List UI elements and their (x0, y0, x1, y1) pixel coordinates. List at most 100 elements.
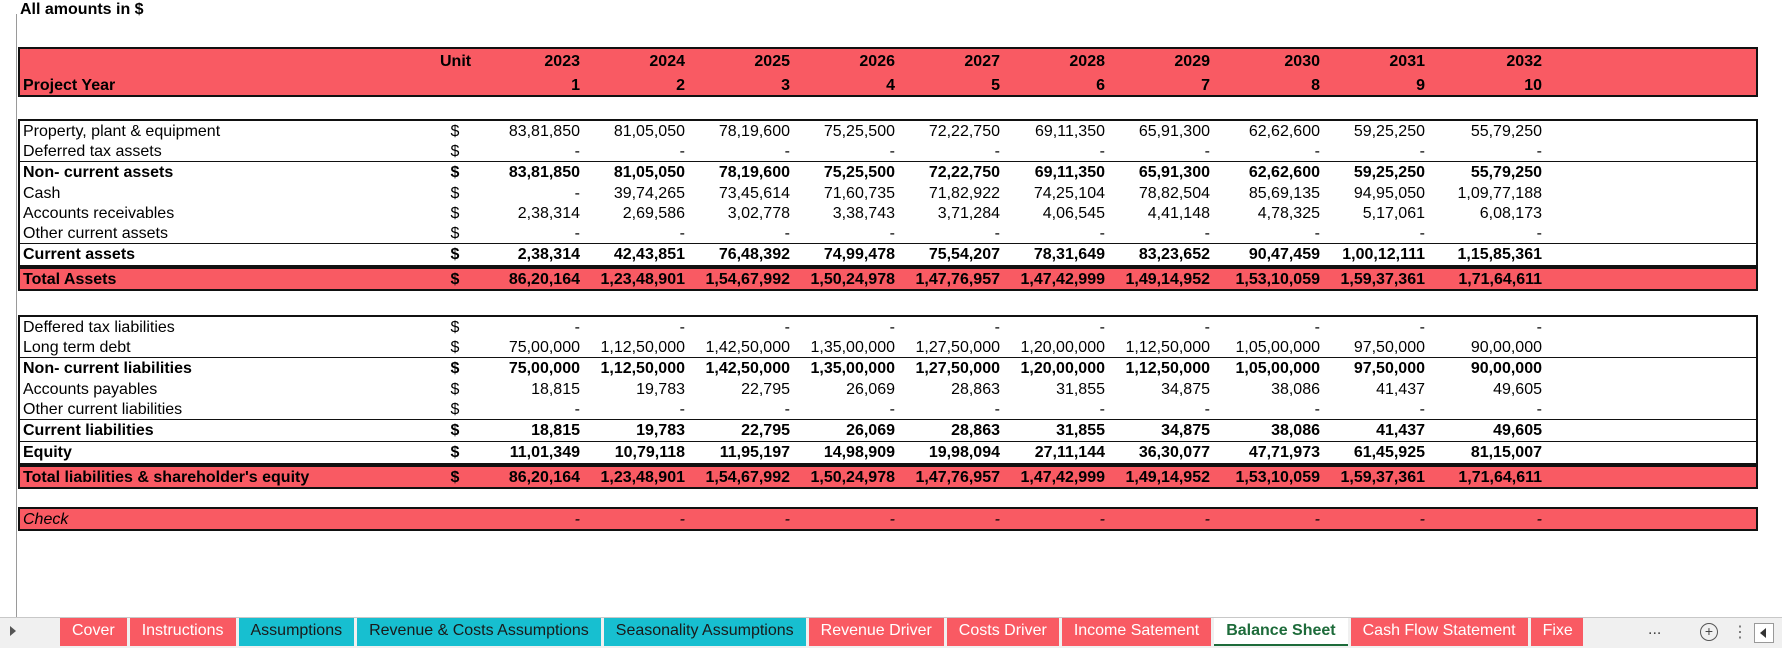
period-index-5: 5 (991, 77, 1000, 94)
value-cell: 31,855 (1056, 422, 1105, 439)
value-cell: 1,47,42,999 (1020, 469, 1105, 486)
value-cell: 86,20,164 (508, 271, 580, 288)
value-cell: 34,875 (1161, 422, 1210, 439)
value-cell: - (1536, 319, 1542, 336)
value-cell: 31,855 (1056, 381, 1105, 398)
project-year-label: Project Year (23, 77, 116, 94)
value-cell: 74,99,478 (823, 246, 895, 263)
value-cell: 38,086 (1271, 381, 1320, 398)
year-header-2026: 2026 (859, 53, 895, 70)
unit-cell: $ (450, 401, 460, 418)
table-row: Non- current assets $83,81,850 81,05,050 78… (20, 161, 1756, 183)
amounts-note: All amounts in $ (20, 1, 144, 18)
value-cell: 47,71,973 (1248, 444, 1320, 461)
value-cell: 22,795 (741, 422, 790, 439)
table-row: Accounts payables $18,815 19,783 22,795 26,0… (20, 379, 1756, 399)
period-index-8: 8 (1311, 77, 1320, 94)
value-cell: 1,47,42,999 (1020, 271, 1105, 288)
value-cell: 1,23,48,901 (600, 469, 685, 486)
value-cell: - (679, 225, 685, 242)
value-cell: 18,815 (531, 422, 580, 439)
row-label: Other current assets (23, 225, 168, 242)
value-cell: 19,783 (636, 422, 685, 439)
table-row: Other current assets $ - - - - - - - - - - (20, 223, 1756, 243)
year-header-2025: 2025 (754, 53, 790, 70)
value-cell: 1,42,50,000 (705, 339, 790, 356)
value-cell: - (574, 401, 580, 418)
unit-header: Unit (440, 53, 472, 70)
value-cell: 1,71,64,611 (1458, 271, 1542, 288)
value-cell: - (574, 511, 580, 528)
period-index-6: 6 (1096, 77, 1105, 94)
value-cell: 78,82,504 (1138, 185, 1210, 202)
value-cell: 1,05,00,000 (1235, 339, 1320, 356)
value-cell: 75,00,000 (508, 360, 580, 377)
value-cell: 26,069 (846, 381, 895, 398)
tab-cash-flow-statement[interactable]: Cash Flow Statement (1350, 618, 1528, 646)
table-row: Non- current liabilities $75,00,000 1,12,5… (20, 357, 1756, 379)
value-cell: 69,11,350 (1034, 164, 1105, 181)
value-cell: 1,47,76,957 (915, 469, 1000, 486)
value-cell: 14,98,909 (823, 444, 895, 461)
year-header-2032: 2032 (1506, 53, 1542, 70)
value-cell: 18,815 (531, 381, 580, 398)
more-tabs-ellipsis[interactable]: ... (1648, 621, 1662, 638)
value-cell: - (1314, 511, 1320, 528)
value-cell: 1,27,50,000 (915, 360, 1000, 377)
value-cell: 85,69,135 (1248, 185, 1320, 202)
value-cell: 71,60,735 (823, 185, 895, 202)
table-row: Equity $11,01,349 10,79,118 11,95,197 14,98,… (20, 441, 1756, 463)
value-cell: 81,05,050 (613, 123, 685, 140)
unit-cell: $ (450, 205, 460, 222)
period-index-1: 1 (571, 77, 580, 94)
tab-cover[interactable]: Cover (60, 618, 127, 646)
value-cell: 4,78,325 (1257, 205, 1320, 222)
tab-assumptions[interactable]: Assumptions (238, 618, 355, 646)
tab-balance-sheet[interactable]: Balance Sheet (1214, 618, 1348, 646)
row-label: Deferred tax assets (23, 143, 162, 160)
scroll-left-icon[interactable] (1754, 623, 1774, 643)
row-label: Equity (23, 444, 72, 461)
row-label: Current liabilities (23, 422, 154, 439)
value-cell: 3,02,778 (727, 205, 790, 222)
row-label: Cash (23, 185, 61, 202)
period-index-9: 9 (1416, 77, 1425, 94)
value-cell: 19,98,094 (928, 444, 1000, 461)
row-label: Accounts receivables (23, 205, 175, 222)
value-cell: 49,605 (1493, 422, 1542, 439)
unit-cell: $ (450, 164, 460, 181)
tab-income-satement[interactable]: Income Satement (1061, 618, 1212, 646)
value-cell: - (994, 401, 1000, 418)
table-row: Deferred tax assets $ - - - - - - - - - - (20, 141, 1756, 161)
table-row: Deffered tax liabilities $ - - - - - - - - - - (20, 317, 1756, 337)
value-cell: 72,22,750 (928, 123, 1000, 140)
value-cell: 1,09,77,188 (1457, 185, 1542, 202)
value-cell: 1,12,50,000 (600, 339, 685, 356)
value-cell: 1,49,14,952 (1125, 469, 1210, 486)
balance-sheet: Project Year Unit 2023 1 2024 2 2025 3 2026 4 20… (18, 47, 1758, 531)
tab-options-icon[interactable]: ⋮ (1732, 624, 1748, 641)
tab-scroll-arrow-icon[interactable] (10, 626, 16, 636)
value-cell: 55,79,250 (1470, 123, 1542, 140)
tab-instructions[interactable]: Instructions (129, 618, 236, 646)
value-cell: 65,91,300 (1138, 123, 1210, 140)
value-cell: - (784, 225, 790, 242)
value-cell: 28,863 (951, 422, 1000, 439)
value-cell: 49,605 (1493, 381, 1542, 398)
add-sheet-plus-icon[interactable]: + (1700, 623, 1718, 641)
row-label: Long term debt (23, 339, 131, 356)
period-index-4: 4 (886, 77, 895, 94)
tab-costs-driver[interactable]: Costs Driver (946, 618, 1059, 646)
unit-cell: $ (450, 339, 460, 356)
value-cell: - (679, 143, 685, 160)
tab-revenue-costs-assumptions[interactable]: Revenue & Costs Assumptions (357, 618, 601, 646)
value-cell: - (1314, 401, 1320, 418)
tab-seasonality-assumptions[interactable]: Seasonality Assumptions (603, 618, 806, 646)
value-cell: - (1419, 511, 1425, 528)
check-row: Check - - - - - - - - - - (18, 507, 1758, 531)
tab-revenue-driver[interactable]: Revenue Driver (808, 618, 944, 646)
value-cell: - (574, 319, 580, 336)
value-cell: 4,06,545 (1042, 205, 1105, 222)
tab-fixe[interactable]: Fixe (1530, 618, 1583, 646)
value-cell: 72,22,750 (928, 164, 1000, 181)
